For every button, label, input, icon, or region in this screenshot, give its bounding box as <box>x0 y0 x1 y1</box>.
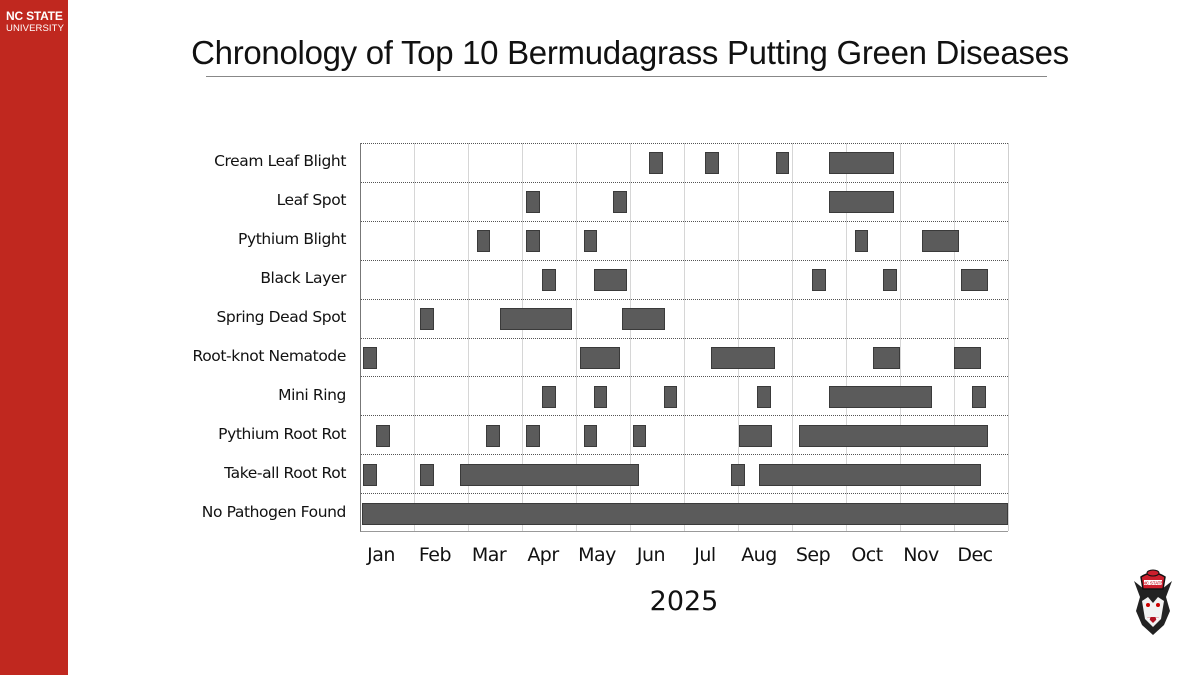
month-gridline <box>684 143 685 531</box>
x-axis-title: 2025 <box>649 586 719 617</box>
month-label: Feb <box>418 544 452 566</box>
brand-sidebar: NC STATE UNIVERSITY <box>0 0 68 675</box>
occurrence-bar <box>953 346 981 369</box>
occurrence-bar <box>872 346 900 369</box>
month-gridline <box>900 143 901 531</box>
occurrence-bar <box>419 308 434 331</box>
occurrence-bar <box>883 269 898 292</box>
occurrence-bar <box>363 346 378 369</box>
row-label: Cream Leaf Blight <box>214 152 346 171</box>
row-label: Black Layer <box>260 269 346 288</box>
occurrence-bar <box>621 308 665 331</box>
month-label: Aug <box>741 544 777 566</box>
row-gridline <box>361 493 1008 495</box>
month-label: May <box>578 544 616 566</box>
row-label: Pythium Root Rot <box>218 424 346 443</box>
row-label: Take-all Root Rot <box>224 463 346 482</box>
month-label: Nov <box>903 544 939 566</box>
row-gridline <box>361 143 1008 144</box>
occurrence-bar <box>739 424 772 447</box>
occurrence-bar <box>580 346 621 369</box>
occurrence-bar <box>730 463 745 486</box>
occurrence-bar <box>704 152 719 175</box>
svg-text:NC STATE: NC STATE <box>1143 580 1164 585</box>
month-gridline <box>846 143 847 531</box>
row-label: Spring Dead Spot <box>216 308 346 327</box>
occurrence-bar <box>756 385 771 408</box>
month-label: Apr <box>527 544 559 566</box>
month-gridline <box>414 143 415 531</box>
row-gridline <box>361 376 1008 378</box>
occurrence-bar <box>593 385 607 408</box>
month-gridline <box>954 143 955 531</box>
occurrence-bar <box>526 191 540 214</box>
wolf-mascot-logo-icon: NC STATE <box>1128 567 1178 637</box>
month-gridline <box>1008 143 1009 531</box>
occurrence-bar <box>419 463 434 486</box>
title-divider <box>206 76 1047 77</box>
occurrence-bar <box>922 230 959 253</box>
occurrence-bar <box>758 463 981 486</box>
row-gridline <box>361 220 1008 222</box>
occurrence-bar <box>459 463 640 486</box>
occurrence-bar <box>363 463 378 486</box>
occurrence-bar <box>584 424 597 447</box>
row-gridline <box>361 337 1008 339</box>
row-label: Leaf Spot <box>276 191 347 210</box>
occurrence-bar <box>526 230 540 253</box>
row-gridline <box>361 454 1008 456</box>
row-gridline <box>361 415 1008 417</box>
occurrence-bar <box>584 230 597 253</box>
occurrence-bar <box>362 502 1008 525</box>
occurrence-bar <box>613 191 628 214</box>
row-label: Root-knot Nematode <box>192 346 347 365</box>
row-label: No Pathogen Found <box>201 502 347 521</box>
month-gridline <box>522 143 523 531</box>
occurrence-bar <box>541 269 556 292</box>
gantt-plot-area <box>360 143 1009 532</box>
row-gridline <box>361 181 1008 183</box>
occurrence-bar <box>972 385 986 408</box>
occurrence-bar <box>710 346 776 369</box>
occurrence-bar <box>526 424 540 447</box>
occurrence-bar <box>648 152 664 175</box>
month-label: Jan <box>367 544 395 566</box>
occurrence-bar <box>593 269 628 292</box>
row-gridline <box>361 259 1008 261</box>
occurrence-bar <box>477 230 491 253</box>
brand-name: NC STATE <box>6 9 63 23</box>
occurrence-bar <box>798 424 988 447</box>
occurrence-bar <box>829 191 894 214</box>
occurrence-bar <box>485 424 500 447</box>
occurrence-bar <box>811 269 826 292</box>
month-label: Jun <box>636 544 666 566</box>
month-label: Jul <box>694 544 716 566</box>
occurrence-bar <box>855 230 869 253</box>
occurrence-bar <box>541 385 556 408</box>
occurrence-bar <box>829 385 932 408</box>
month-gridline <box>576 143 577 531</box>
month-gridline <box>630 143 631 531</box>
occurrence-bar <box>960 269 988 292</box>
occurrence-bar <box>633 424 647 447</box>
occurrence-bar <box>663 385 677 408</box>
row-label: Mini Ring <box>278 385 346 404</box>
brand-subtitle: UNIVERSITY <box>6 23 65 34</box>
month-gridline <box>468 143 469 531</box>
month-label: Mar <box>471 544 507 566</box>
occurrence-bar <box>775 152 790 175</box>
occurrence-bar <box>376 424 391 447</box>
month-label: Oct <box>851 544 883 566</box>
month-label: Dec <box>957 544 993 566</box>
slide-title: Chronology of Top 10 Bermudagrass Puttin… <box>191 34 1069 71</box>
occurrence-bar <box>829 152 894 175</box>
occurrence-bar <box>499 308 573 331</box>
row-label: Pythium Blight <box>238 230 346 249</box>
month-gridline <box>738 143 739 531</box>
month-gridline <box>792 143 793 531</box>
row-gridline <box>361 298 1008 300</box>
month-label: Sep <box>795 544 831 566</box>
